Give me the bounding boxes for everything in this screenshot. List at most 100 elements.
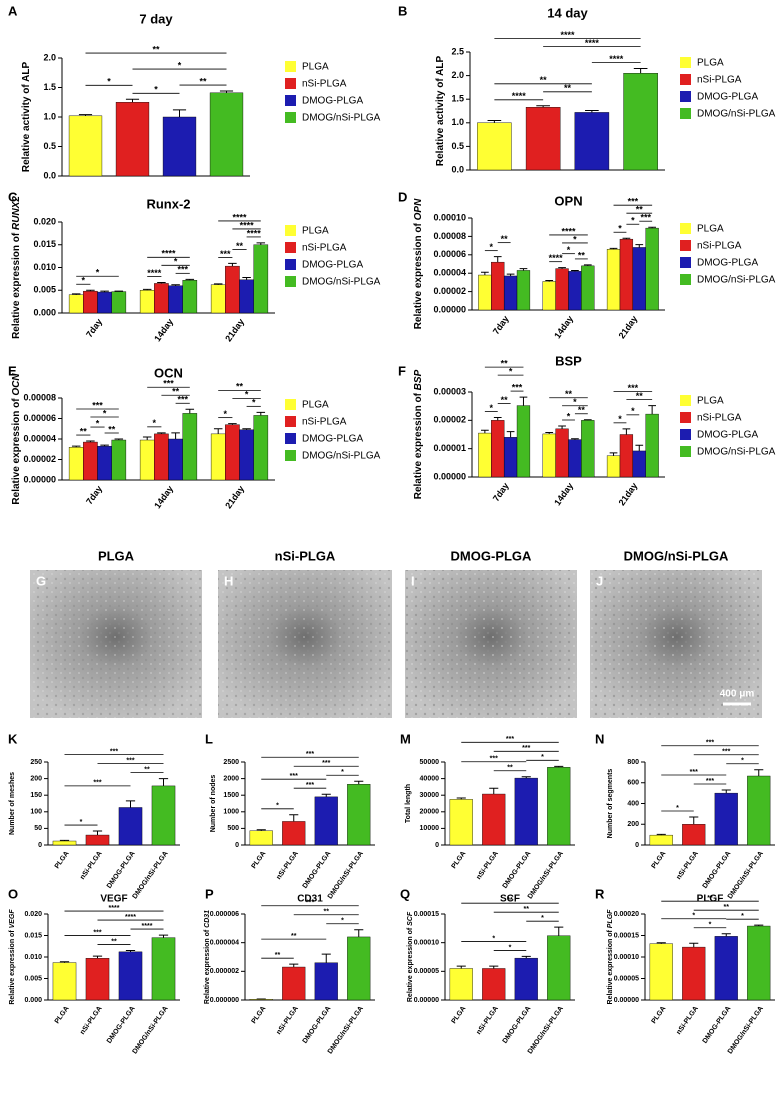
error-bar [622, 237, 631, 240]
legend-swatch [680, 257, 691, 268]
x-tick-label: nSi-PLGA [475, 850, 499, 881]
error-bar [78, 114, 93, 116]
x-tick-label: DMOG/nSi-PLGA [527, 1005, 565, 1055]
error-bar [86, 289, 95, 292]
significance-label: **** [560, 30, 575, 40]
y-tick-label: 1.0 [451, 117, 464, 127]
legend-label: PLGA [697, 224, 724, 235]
x-tick-label: DMOG/nSi-PLGA [132, 1005, 170, 1055]
y-tick-label: 0.0 [43, 170, 56, 180]
legend-swatch [285, 225, 296, 236]
significance-label: *** [290, 773, 298, 780]
error-bar [157, 282, 166, 284]
legend-label: PLGA [302, 226, 329, 237]
error-bar [721, 789, 731, 794]
bar [97, 445, 112, 481]
y-tick-label: 500 [227, 825, 239, 832]
image-title: DMOG-PLGA [451, 548, 532, 563]
bar [314, 796, 338, 846]
error-bar [172, 109, 187, 117]
y-tick-label: 0.000 [33, 307, 56, 317]
bar [606, 455, 621, 478]
significance-label: **** [247, 228, 262, 238]
significance-label: * [224, 409, 228, 419]
bar [282, 966, 306, 1001]
y-tick-label: 0.000004 [210, 940, 239, 947]
y-tick-label: 200 [30, 775, 42, 782]
y-tick-label: 0.00004 [23, 433, 56, 443]
x-tick-label: DMOG/nSi-PLGA [727, 850, 765, 900]
panel-letter: O [8, 886, 18, 901]
y-tick-label: 0.020 [24, 911, 42, 918]
error-bar [242, 428, 251, 430]
y-tick-label: 0.00003 [433, 386, 466, 396]
bar [632, 450, 646, 478]
significance-label: *** [306, 782, 314, 789]
y-axis-label-text: Relative expression of [9, 928, 16, 1004]
error-bar [558, 425, 566, 429]
legend-label: DMOG-PLGA [302, 96, 363, 107]
y-axis-label-gene: PLGF [607, 909, 614, 928]
bar [491, 420, 505, 478]
legend-swatch [285, 112, 296, 123]
legend-swatch [680, 108, 691, 119]
error-bar [125, 98, 140, 103]
significance-label: **** [125, 914, 136, 921]
significance-label: *** [306, 900, 314, 907]
x-tick-label: nSi-PLGA [79, 1005, 103, 1036]
error-bar [256, 242, 266, 245]
bar [347, 784, 371, 846]
y-tick-label: 0.5 [451, 141, 464, 151]
significance-label: *** [110, 748, 118, 755]
bar [154, 283, 169, 314]
y-tick-label: 0.005 [24, 975, 42, 982]
chart-title: OPN [554, 193, 582, 208]
error-bar [571, 438, 579, 440]
panel-letter: B [398, 3, 407, 18]
y-tick-label: 2.0 [43, 52, 56, 62]
significance-label: * [96, 418, 100, 428]
significance-label: ** [707, 895, 713, 902]
error-bar [506, 431, 515, 438]
error-bar [481, 429, 489, 434]
significance-label: ** [236, 241, 244, 251]
panel-letter: I [411, 573, 415, 588]
y-tick-label: 0.00000 [614, 997, 639, 1004]
error-bar [689, 942, 699, 948]
y-axis-label-gene: RUNX2 [11, 196, 22, 230]
significance-label: * [567, 245, 571, 255]
y-tick-label: 0.000 [24, 997, 42, 1004]
legend-swatch [680, 57, 691, 68]
significance-label: * [741, 913, 744, 920]
error-bar [656, 942, 666, 944]
error-bar [489, 787, 499, 795]
x-tick-label: nSi-PLGA [275, 850, 299, 881]
error-bar [158, 934, 169, 938]
significance-label: * [178, 60, 182, 70]
y-tick-label: 0.5 [43, 141, 56, 151]
legend-swatch [285, 242, 296, 253]
y-axis-label-text: Relative expression of [413, 390, 424, 499]
y-axis-label-text: Relative expression of [607, 928, 614, 1004]
y-tick-label: 0.00006 [433, 249, 466, 259]
error-bar [100, 444, 109, 447]
legend-swatch [285, 61, 296, 72]
x-tick-label: DMOG-PLGA [106, 1005, 137, 1045]
significance-label: *** [722, 749, 730, 756]
error-bar [554, 926, 564, 936]
error-bar [609, 247, 618, 250]
error-bar [519, 396, 528, 406]
y-tick-label: 2000 [223, 775, 239, 782]
y-tick-label: 0 [635, 842, 639, 849]
error-bar [521, 955, 531, 959]
y-axis-label-gene: SCF [407, 911, 414, 926]
error-bar [100, 290, 109, 293]
error-bar [354, 929, 364, 937]
significance-label: ** [501, 234, 509, 244]
bar [85, 834, 110, 846]
legend-swatch [285, 95, 296, 106]
bar [68, 294, 84, 314]
bar [477, 122, 512, 171]
bar [542, 433, 556, 478]
significance-label: * [341, 769, 344, 776]
